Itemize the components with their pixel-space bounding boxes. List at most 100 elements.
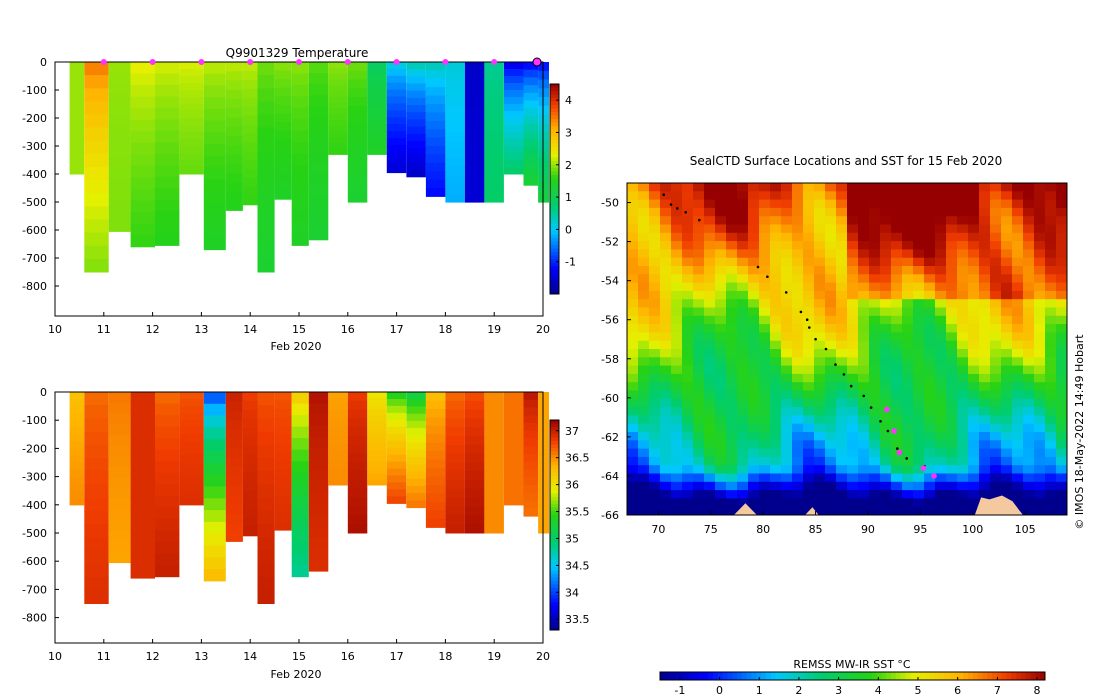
profile-cell [504,90,524,98]
sst-cell [638,456,650,466]
sst-cell [924,241,936,250]
profile-cell [155,484,180,497]
sst-cell [737,324,749,333]
sst-cell [649,183,661,192]
sst-cell [759,357,771,366]
sst-cell [726,423,738,433]
sst-cell [759,241,771,250]
sst-cell [671,432,683,441]
colorbar-swatch [550,518,559,522]
sst-cell [924,357,936,366]
colorbar-swatch [550,213,559,218]
sst-cell [671,448,683,458]
sst-cell [627,357,639,366]
colorbar-swatch [550,577,559,582]
sst-cell [1034,315,1046,325]
sst-cell [869,315,881,325]
sst-colorbar-swatch [982,672,988,680]
sst-cell [814,448,826,458]
colorbar-swatch [550,224,559,228]
sst-cell [759,257,771,267]
profile-cell [425,468,446,478]
profile-cell [367,125,387,132]
sst-cell [715,398,727,408]
sst-cell [660,506,672,515]
sst-cell [748,490,760,499]
sst-colorbar-swatch [948,672,955,680]
sst-cell [924,207,936,217]
sst-cell [935,382,947,391]
sst-cell [847,266,859,275]
sst-cell [847,232,859,242]
profile-cell [225,448,243,458]
profile-cell [445,158,465,168]
sst-cell [825,357,837,366]
sst-cell [990,207,1002,217]
sst-cell [957,398,969,408]
sst-cell [1056,332,1067,342]
sst-cell [759,465,771,474]
sst-cell [792,199,804,209]
profile-cell [274,70,292,80]
sst-cell [1045,390,1057,400]
sst-cell [880,191,892,200]
profile-cell [367,137,387,144]
sst-cell [902,498,914,508]
sst-cell [770,498,782,508]
x-tick-label: 14 [243,650,257,663]
sst-cell [671,191,683,200]
sst-cell [715,407,727,416]
profile-cell [504,153,524,161]
sst-cell [869,349,881,358]
profile-cell [225,392,243,402]
profile-cell [274,190,292,200]
profile-column [523,392,539,517]
sst-cell [891,266,903,275]
sst-cell [1012,216,1024,225]
profile-cell [406,471,426,480]
sst-cell [1045,216,1057,225]
sst-cell [979,481,991,491]
colorbar-tick-label: 33.5 [565,613,590,626]
profile-cell [203,439,226,452]
sst-cell [726,207,738,217]
colorbar-tick-label: 34.5 [565,559,590,572]
sst-cell [825,249,837,259]
salinity-x-label: Feb 2020 [271,668,322,681]
sst-cell [748,465,760,474]
profile-cell [242,178,258,188]
profile-cell [328,148,348,155]
sst-cell [1034,307,1046,317]
profile-cell [225,173,243,184]
sst-cell [1001,349,1013,358]
sst-cell [880,506,892,515]
profile-cell [274,504,292,514]
profile-column [347,392,368,534]
colorbar-swatch [550,616,559,620]
profile-cell [425,459,446,469]
sst-cell [792,207,804,217]
sst-cell [792,448,804,458]
profile-cell [504,413,524,421]
track-point [905,457,908,460]
sst-cell [814,216,826,225]
sst-cell [1001,307,1013,317]
sst-cell [1012,415,1024,425]
sst-cell [968,282,980,292]
sst-cell [869,407,881,416]
sst-cell [1034,423,1046,433]
sst-cell [990,382,1002,391]
profile-cell [130,485,155,498]
sst-cell [1056,456,1067,466]
sst-cell [968,398,980,408]
profile-cell [274,96,292,106]
sst-cell [836,415,848,425]
sst-colorbar-swatch [775,672,781,680]
sst-cell [814,473,826,483]
sst-cell [704,274,716,283]
lon-tick-label: 95 [913,523,927,536]
profile-cell [274,164,292,174]
sst-cell [814,506,826,515]
sst-cell [891,423,903,433]
